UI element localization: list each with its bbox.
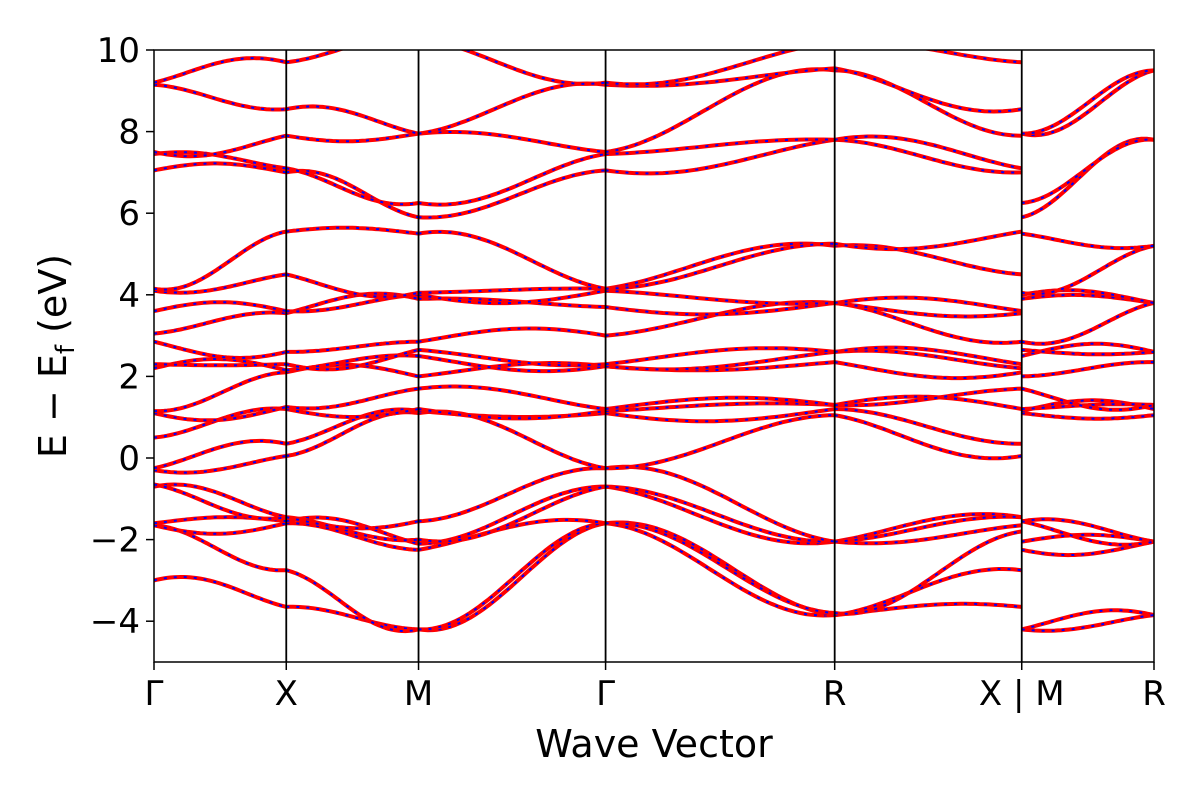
band-overlay-line (154, 242, 1154, 298)
band-line (154, 288, 1154, 314)
x-tick-label: M (404, 674, 433, 714)
band-line (154, 67, 1154, 159)
x-axis-title: Wave Vector (535, 722, 773, 766)
band-line (154, 345, 1154, 372)
band-overlay-line (154, 410, 1154, 474)
y-tick-label: 2 (118, 357, 140, 397)
x-tick-label: Γ (596, 674, 615, 714)
y-axis-title-base: E − E (31, 354, 75, 458)
x-tick-label: X | M (979, 674, 1065, 714)
band-line (154, 50, 1022, 87)
band-line (154, 136, 1154, 220)
band-line (154, 482, 1154, 544)
band-line (154, 521, 1154, 633)
x-tick-label: Γ (145, 674, 164, 714)
band-overlay-line (154, 521, 1154, 633)
x-tick-label: R (823, 674, 847, 714)
y-axis: −4 −2 0 2 4 6 8 10 (90, 31, 154, 642)
band-overlay-line (154, 135, 1154, 206)
band-line (154, 517, 1154, 616)
plot-frame (153, 49, 1155, 663)
band-overlay-line (154, 50, 1022, 86)
y-axis-title-sub: f (51, 344, 81, 354)
band-line (154, 341, 1154, 374)
band-line (154, 464, 1154, 547)
band-overlay-line (154, 226, 1154, 291)
x-axis: Γ X M Γ R X | M R (145, 662, 1166, 714)
x-tick-label: R (1142, 674, 1166, 714)
y-tick-label: 10 (97, 31, 140, 71)
y-tick-label: 6 (118, 194, 140, 234)
y-tick-label: −2 (90, 521, 140, 561)
k-point-lines (285, 50, 1023, 662)
y-tick-label: 4 (118, 276, 140, 316)
y-tick-label: 0 (118, 439, 140, 479)
band-overlay-line (154, 485, 1154, 545)
band-line (154, 66, 1154, 136)
band-line (154, 241, 1154, 299)
bands-group (154, 50, 1154, 634)
band-overlay-line (154, 399, 1154, 470)
y-tick-label: −4 (90, 602, 140, 642)
band-line (154, 360, 1154, 414)
band-overlay-line (154, 465, 1154, 546)
band-line (154, 384, 1154, 423)
y-axis-title-unit: (eV) (31, 254, 75, 345)
y-tick-label: 8 (118, 113, 140, 153)
x-tick-label: X (275, 674, 298, 714)
y-axis-title: E − Ef (eV) (31, 254, 81, 458)
band-overlay-line (154, 67, 1154, 135)
